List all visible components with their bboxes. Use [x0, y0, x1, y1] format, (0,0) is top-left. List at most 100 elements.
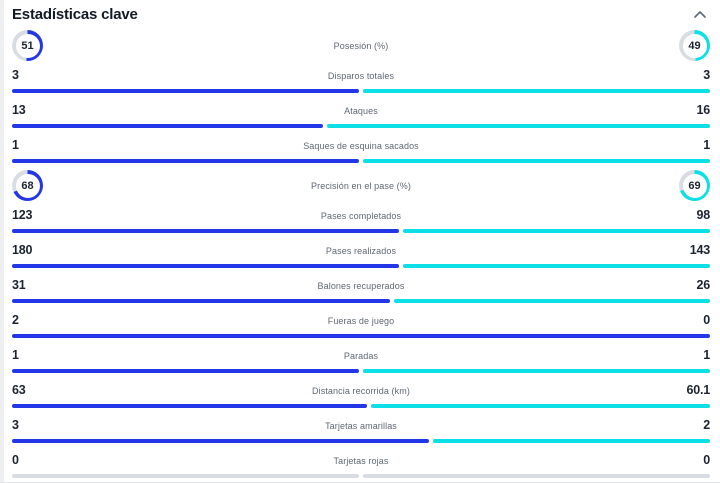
stat-row: 123 Pases completados 98 [12, 203, 710, 238]
stat-bar [12, 334, 710, 338]
away-value: 1 [703, 138, 710, 152]
away-value: 3 [703, 68, 710, 82]
stat-label: Precisión en el pase (%) [311, 180, 411, 191]
home-bar-segment [12, 299, 390, 303]
stat-row-values: 3 Tarjetas amarillas 2 [12, 413, 710, 433]
stats-list: 51 Posesión (%) 49 3 Disparos totales 3 … [12, 28, 710, 483]
stat-bar [12, 299, 710, 303]
stat-row-values: 123 Pases completados 98 [12, 203, 710, 223]
away-bar-segment [363, 474, 710, 478]
away-gauge: 69 [679, 170, 710, 201]
away-bar-segment [432, 439, 710, 443]
stat-row-values: 3 Disparos totales 3 [12, 63, 710, 83]
stat-label: Ataques [344, 106, 378, 116]
stat-row-values: 13 Ataques 16 [12, 98, 710, 118]
stat-label: Tarjetas rojas [333, 456, 389, 466]
stat-label: Disparos totales [327, 71, 395, 81]
section-header: Estadísticas clave [12, 0, 710, 28]
home-value: 13 [12, 103, 26, 117]
away-bar-segment [402, 229, 710, 233]
home-gauge: 51 [12, 30, 43, 61]
home-value: 3 [12, 418, 19, 432]
home-value: 1 [12, 138, 19, 152]
home-bar-segment [12, 264, 399, 268]
stat-row: 51 Posesión (%) 49 [12, 28, 710, 63]
stat-bar [12, 124, 710, 128]
page-gutter [0, 0, 4, 482]
away-bar-segment [363, 159, 710, 163]
stat-bar [12, 369, 710, 373]
stat-label: Balones recuperados [317, 281, 405, 291]
stat-bar [12, 404, 710, 408]
stat-row: 2 Fueras de juego 0 [12, 308, 710, 343]
stat-label: Paradas [343, 351, 379, 361]
stat-row: 180 Pases realizados 143 [12, 238, 710, 273]
stat-bar [12, 474, 710, 478]
stat-label: Saques de esquina sacados [303, 141, 419, 151]
away-gauge: 49 [679, 30, 710, 61]
stat-bar [12, 229, 710, 233]
away-value: 1 [703, 348, 710, 362]
home-value: 123 [12, 208, 33, 222]
home-bar-segment [12, 229, 399, 233]
stat-row-values: 1 Paradas 1 [12, 343, 710, 363]
collapse-button[interactable] [690, 9, 710, 20]
stat-label: Fueras de juego [327, 316, 395, 326]
stat-row-values: 31 Balones recuperados 26 [12, 273, 710, 293]
away-bar-segment [363, 369, 710, 373]
away-value: 143 [689, 243, 710, 257]
home-bar-segment [12, 124, 323, 128]
stat-row: 3 Disparos totales 3 [12, 63, 710, 98]
away-value: 2 [703, 418, 710, 432]
stat-row-values: 0 Tarjetas rojas 0 [12, 448, 710, 468]
home-value: 3 [12, 68, 19, 82]
away-value: 0 [703, 453, 710, 467]
stat-row: 68 Precisión en el pase (%) 69 [12, 168, 710, 203]
stats-card: Estadísticas clave 51 Posesión (%) 49 3 … [4, 0, 720, 482]
stat-label: Tarjetas amarillas [325, 421, 397, 431]
stat-label: Posesión (%) [333, 40, 389, 51]
home-bar-segment [12, 369, 359, 373]
stat-row-values: 2 Fueras de juego 0 [12, 308, 710, 328]
home-value: 1 [12, 348, 19, 362]
away-gauge-value: 69 [688, 179, 701, 192]
away-bar-segment [371, 404, 710, 408]
stat-row: 3 Tarjetas amarillas 2 [12, 413, 710, 448]
stat-row: 63 Distancia recorrida (km) 60.1 [12, 378, 710, 413]
stat-label: Pases completados [320, 211, 402, 221]
stat-row: 1 Saques de esquina sacados 1 [12, 133, 710, 168]
home-gauge-value: 68 [21, 179, 34, 192]
home-bar-segment [12, 404, 368, 408]
home-value: 31 [12, 278, 26, 292]
stat-row-values: 1 Saques de esquina sacados 1 [12, 133, 710, 153]
home-value: 2 [12, 313, 19, 327]
stat-bar [12, 264, 710, 268]
away-bar-segment [402, 264, 710, 268]
stat-row: 0 Tarjetas rojas 0 [12, 448, 710, 483]
home-gauge-value: 51 [21, 39, 34, 52]
stat-row: 1 Paradas 1 [12, 343, 710, 378]
home-bar-segment [12, 159, 359, 163]
away-value: 26 [696, 278, 710, 292]
stat-row-values: 63 Distancia recorrida (km) 60.1 [12, 378, 710, 398]
home-bar-segment [12, 89, 359, 93]
stat-row: 31 Balones recuperados 26 [12, 273, 710, 308]
home-gauge: 68 [12, 170, 43, 201]
away-bar-segment [326, 124, 710, 128]
away-gauge-value: 49 [688, 39, 701, 52]
section-title: Estadísticas clave [12, 5, 138, 23]
stat-label: Distancia recorrida (km) [312, 386, 410, 396]
stat-row: 13 Ataques 16 [12, 98, 710, 133]
away-value: 16 [696, 103, 710, 117]
stat-bar [12, 159, 710, 163]
away-bar-segment [393, 299, 710, 303]
home-value: 180 [12, 243, 33, 257]
home-bar-segment [12, 474, 359, 478]
stat-row-values: 180 Pases realizados 143 [12, 238, 710, 258]
away-value: 0 [703, 313, 710, 327]
away-value: 60.1 [686, 383, 710, 397]
stat-bar [12, 439, 710, 443]
home-bar-segment [12, 334, 710, 338]
home-bar-segment [12, 439, 429, 443]
